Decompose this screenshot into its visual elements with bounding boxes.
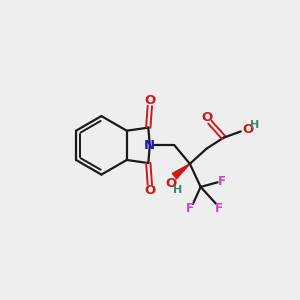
Text: O: O: [144, 184, 155, 196]
Text: H: H: [173, 185, 182, 195]
Text: O: O: [242, 123, 254, 136]
Text: H: H: [250, 120, 259, 130]
Text: F: F: [215, 202, 223, 215]
Text: O: O: [201, 111, 212, 124]
Text: O: O: [166, 177, 177, 190]
Text: O: O: [144, 94, 155, 107]
Text: F: F: [218, 175, 225, 188]
Text: F: F: [186, 202, 194, 215]
Text: N: N: [143, 139, 155, 152]
Polygon shape: [172, 164, 190, 179]
